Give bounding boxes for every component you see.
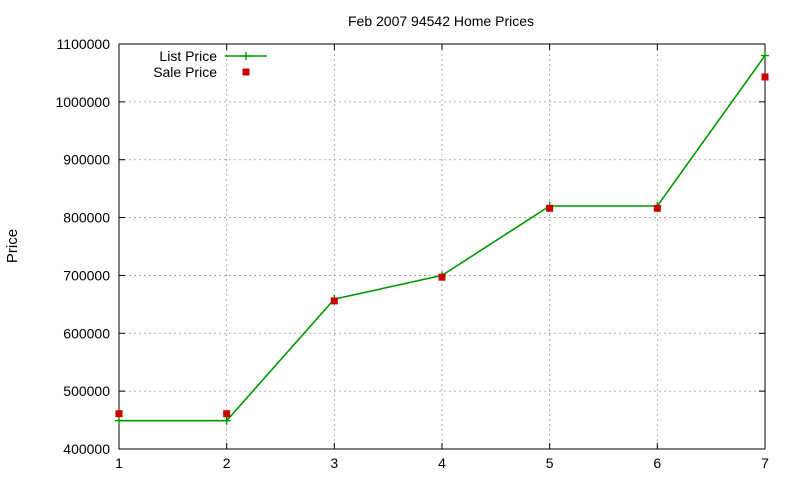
x-tick-label: 5 bbox=[546, 455, 554, 471]
legend-sale-price-swatch bbox=[242, 68, 250, 76]
x-tick-label: 3 bbox=[330, 455, 338, 471]
legend-label: List Price bbox=[159, 48, 217, 64]
x-tick-label: 7 bbox=[761, 455, 769, 471]
y-tick-label: 400000 bbox=[63, 441, 110, 457]
axes: 1 2 3 4 5 6 7 400000 500000 600000 700000 800000 900… bbox=[55, 36, 769, 471]
sale-price-point bbox=[438, 273, 446, 281]
x-tick-label: 6 bbox=[653, 455, 661, 471]
x-tick-label: 4 bbox=[438, 455, 446, 471]
y-axis-label: Price bbox=[4, 229, 21, 263]
y-tick-label: 500000 bbox=[63, 383, 110, 399]
y-tick-label: 1100000 bbox=[57, 36, 111, 52]
x-tick-label: 2 bbox=[223, 455, 231, 471]
chart-title: Feb 2007 94542 Home Prices bbox=[348, 13, 534, 29]
legend-label: Sale Price bbox=[153, 64, 217, 80]
x-tick-label: 1 bbox=[115, 455, 123, 471]
sale-price-point bbox=[223, 410, 231, 418]
y-tick-label: 900000 bbox=[63, 152, 110, 168]
sale-price-point bbox=[115, 410, 123, 418]
sale-price-point bbox=[546, 204, 554, 212]
y-tick-label: 600000 bbox=[63, 325, 110, 341]
grid-lines bbox=[119, 44, 765, 449]
sale-price-point bbox=[761, 73, 769, 81]
y-tick-label: 1000000 bbox=[55, 94, 110, 110]
list-price-point bbox=[761, 51, 769, 60]
plot-area bbox=[115, 51, 769, 425]
list-price-point bbox=[222, 416, 231, 425]
y-tick-label: 800000 bbox=[63, 210, 110, 226]
list-price-point bbox=[115, 416, 123, 425]
y-tick-label: 700000 bbox=[63, 267, 110, 283]
sale-price-point bbox=[653, 204, 661, 212]
sale-price-point bbox=[330, 297, 338, 305]
